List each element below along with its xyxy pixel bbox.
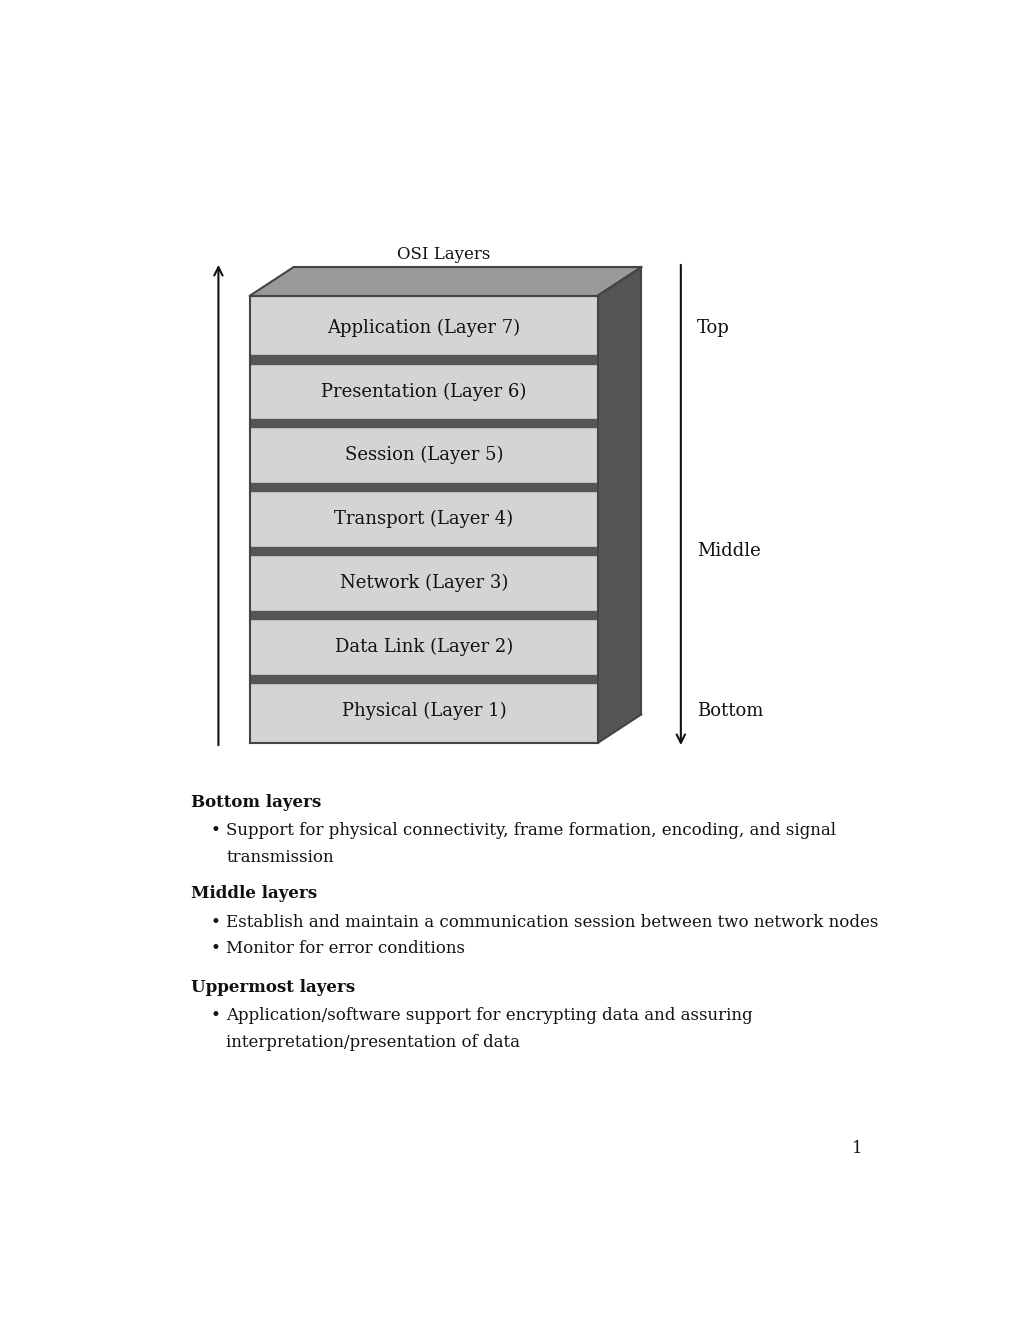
Polygon shape <box>250 424 597 487</box>
Polygon shape <box>597 455 641 491</box>
Text: Application/software support for encrypting data and assuring: Application/software support for encrypt… <box>226 1007 752 1024</box>
Polygon shape <box>597 582 641 619</box>
Text: Application (Layer 7): Application (Layer 7) <box>327 318 520 337</box>
Polygon shape <box>597 327 641 363</box>
Polygon shape <box>597 586 641 678</box>
Polygon shape <box>250 487 597 552</box>
Text: Monitor for error conditions: Monitor for error conditions <box>226 940 465 957</box>
Text: •: • <box>210 822 220 840</box>
Text: •: • <box>210 913 220 931</box>
Polygon shape <box>250 615 597 678</box>
Text: •: • <box>210 1007 220 1024</box>
Polygon shape <box>597 459 641 552</box>
Text: Establish and maintain a communication session between two network nodes: Establish and maintain a communication s… <box>226 913 877 931</box>
Text: Bottom layers: Bottom layers <box>191 793 321 810</box>
Text: interpretation/presentation of data: interpretation/presentation of data <box>226 1034 520 1051</box>
Polygon shape <box>597 395 641 487</box>
Polygon shape <box>597 267 641 359</box>
Text: OSI Layers: OSI Layers <box>396 247 490 264</box>
Polygon shape <box>597 651 641 743</box>
Polygon shape <box>250 296 597 359</box>
Text: •: • <box>210 940 220 957</box>
Text: Support for physical connectivity, frame formation, encoding, and signal: Support for physical connectivity, frame… <box>226 822 836 840</box>
Text: transmission: transmission <box>226 849 333 866</box>
Text: Uppermost layers: Uppermost layers <box>191 978 355 995</box>
Text: Session (Layer 5): Session (Layer 5) <box>344 446 502 465</box>
Text: Top: Top <box>696 318 729 337</box>
Text: Transport (Layer 4): Transport (Layer 4) <box>334 510 513 528</box>
Polygon shape <box>250 552 597 615</box>
Polygon shape <box>597 331 641 424</box>
Text: Physical (Layer 1): Physical (Layer 1) <box>341 702 505 719</box>
Text: 1: 1 <box>851 1139 862 1156</box>
Polygon shape <box>597 391 641 428</box>
Polygon shape <box>250 359 597 424</box>
Polygon shape <box>597 523 641 615</box>
Text: Presentation (Layer 6): Presentation (Layer 6) <box>321 383 526 400</box>
Text: Network (Layer 3): Network (Layer 3) <box>339 574 507 593</box>
Polygon shape <box>597 647 641 682</box>
Polygon shape <box>250 678 597 743</box>
Polygon shape <box>597 519 641 556</box>
Text: Bottom: Bottom <box>696 702 762 719</box>
Polygon shape <box>250 267 641 296</box>
Text: Middle layers: Middle layers <box>191 886 317 902</box>
Text: Middle: Middle <box>696 543 760 560</box>
Text: Data Link (Layer 2): Data Link (Layer 2) <box>334 638 513 656</box>
